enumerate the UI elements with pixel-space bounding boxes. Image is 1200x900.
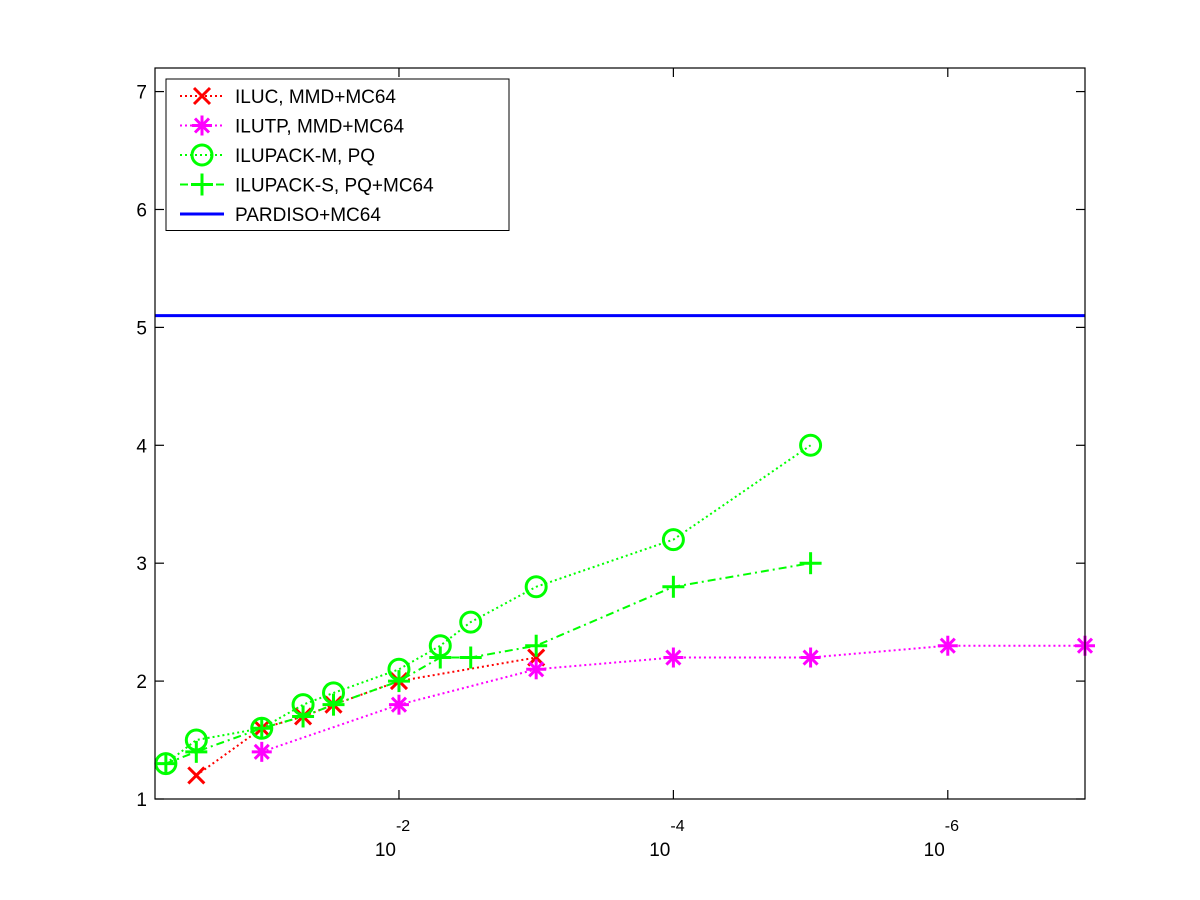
x-tick-base: 10 — [649, 840, 670, 861]
data-point — [525, 634, 548, 657]
legend-label: PARDISO+MC64 — [235, 205, 381, 226]
x-tick-base: 10 — [924, 840, 945, 861]
legend-entry: PARDISO+MC64 — [180, 205, 381, 226]
axis-ticks — [155, 68, 1085, 800]
legend-entry: ILUPACK-M, PQ — [180, 143, 375, 167]
legend-label: ILUC, MMD+MC64 — [235, 87, 396, 108]
data-point — [292, 705, 315, 728]
data-point — [799, 552, 822, 575]
data-point — [524, 575, 548, 599]
legend-entry: ILUTP, MMD+MC64 — [180, 115, 405, 138]
y-tick-label: 2 — [136, 672, 147, 693]
y-tick-label: 7 — [136, 83, 147, 104]
plot-frame — [154, 67, 1086, 800]
data-point — [937, 635, 958, 656]
series-4 — [154, 552, 822, 775]
x-tick-exponent: -6 — [945, 818, 959, 835]
data-point — [799, 433, 823, 457]
x-axis-labels: 10-210-410-6 — [375, 818, 959, 861]
legend: ILUC, MMD+MC64 ILUTP, MMD+MC64 ILUPACK-M, … — [165, 78, 510, 231]
legend-marker — [192, 115, 212, 136]
data-point — [526, 659, 547, 680]
legend-label: ILUPACK-M, PQ — [235, 146, 375, 167]
data-point — [185, 740, 208, 763]
data-point — [663, 647, 684, 668]
data-point — [250, 717, 273, 740]
data-point — [662, 575, 685, 598]
x-tick-exponent: -2 — [396, 818, 410, 835]
legend-box — [165, 78, 510, 231]
y-axis-labels: 1 2 3 4 5 6 7 — [136, 83, 147, 811]
series-2 — [251, 635, 1095, 762]
y-tick-label: 1 — [136, 790, 147, 811]
legend-entry: ILUC, MMD+MC64 — [180, 86, 396, 108]
data-point — [387, 670, 410, 693]
legend-marker — [191, 173, 213, 196]
legend-label: ILUPACK-S, PQ+MC64 — [235, 176, 434, 197]
data-point — [187, 766, 206, 785]
data-point — [800, 647, 821, 668]
legend-marker — [192, 86, 212, 106]
x-tick-base: 10 — [375, 840, 396, 861]
legend-entry: ILUPACK-S, PQ+MC64 — [180, 173, 434, 197]
data-point — [661, 528, 685, 552]
data-point — [154, 752, 177, 775]
y-tick-label: 6 — [136, 200, 147, 221]
y-tick-label: 3 — [136, 554, 147, 575]
data-point — [459, 610, 483, 634]
x-tick-label: 10-6 — [924, 818, 959, 861]
y-tick-label: 5 — [136, 318, 147, 339]
legend-label: ILUTP, MMD+MC64 — [235, 117, 405, 138]
x-tick-label: 10-4 — [649, 818, 684, 861]
x-tick-exponent: -4 — [670, 818, 684, 835]
x-tick-label: 10-2 — [375, 818, 410, 861]
y-tick-label: 4 — [136, 436, 147, 457]
data-point — [459, 646, 482, 669]
legend-marker — [190, 143, 214, 167]
series-layer — [154, 314, 1095, 785]
data-point — [388, 694, 409, 715]
data-point — [322, 693, 345, 716]
data-point — [251, 741, 272, 762]
data-point — [429, 646, 452, 669]
